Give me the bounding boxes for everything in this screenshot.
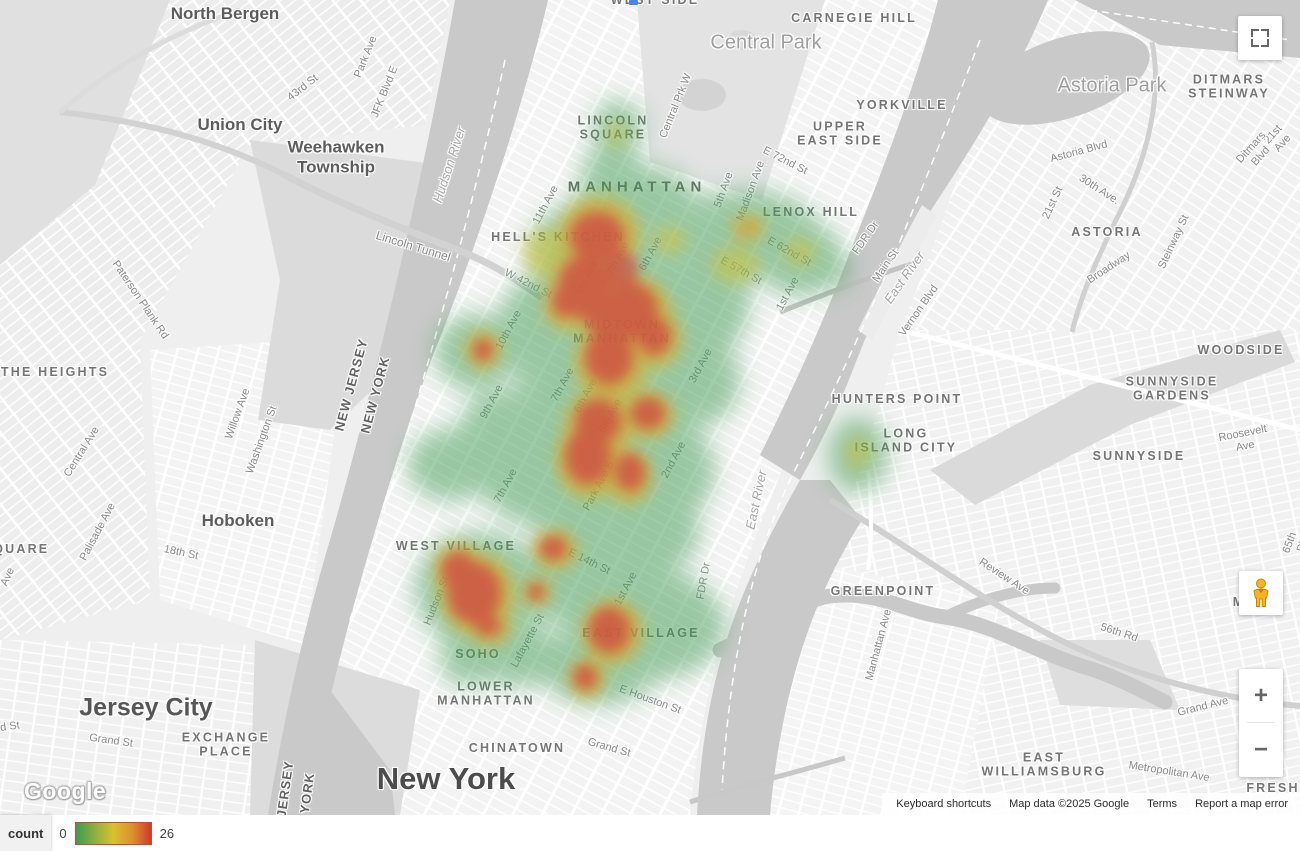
map-canvas[interactable]: North Bergen Union City Weehawken Township… bbox=[0, 0, 1300, 815]
zoom-divider bbox=[1247, 722, 1275, 723]
report-map-error-link[interactable]: Report a map error bbox=[1195, 798, 1288, 810]
fullscreen-icon bbox=[1251, 29, 1269, 47]
legend-gradient bbox=[74, 821, 152, 845]
google-logo[interactable]: Google bbox=[24, 778, 107, 804]
terms-link[interactable]: Terms bbox=[1147, 798, 1178, 810]
legend-max-value: 26 bbox=[159, 825, 175, 841]
pegman-button[interactable] bbox=[1239, 571, 1283, 615]
map-data-text: Map data ©2025 Google bbox=[1009, 798, 1130, 810]
attribution-bar: Keyboard shortcuts Map data ©2025 Google… bbox=[882, 793, 1300, 815]
zoom-in-button[interactable]: + bbox=[1253, 681, 1268, 709]
basemap bbox=[0, 0, 1300, 815]
transit-marker[interactable] bbox=[629, 0, 638, 5]
fullscreen-button[interactable] bbox=[1238, 16, 1282, 60]
legend-min-value: 0 bbox=[59, 825, 67, 841]
keyboard-shortcuts-link[interactable]: Keyboard shortcuts bbox=[896, 798, 992, 810]
legend-label: count bbox=[0, 815, 52, 851]
zoom-out-button[interactable]: − bbox=[1253, 735, 1268, 763]
pegman-icon bbox=[1253, 578, 1269, 607]
heatmap-legend: count 0 26 bbox=[0, 815, 1300, 851]
zoom-control: + − bbox=[1239, 669, 1283, 777]
